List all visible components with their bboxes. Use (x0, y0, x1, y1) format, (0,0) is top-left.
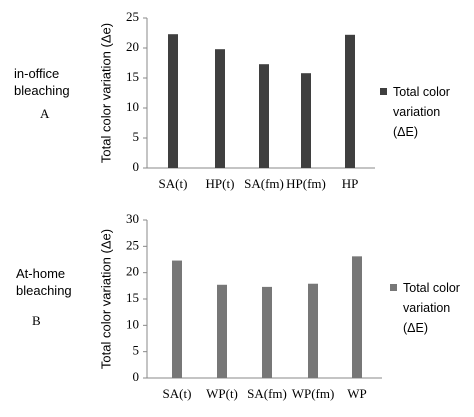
y-axis-label: Total color variation (Δe) (98, 23, 113, 163)
y-tick-label: 0 (133, 159, 140, 174)
bar (345, 34, 355, 168)
y-tick-label: 30 (126, 211, 139, 226)
y-tick-label: 25 (126, 237, 139, 252)
x-tick-label: SA(fm) (247, 386, 287, 401)
bar (352, 256, 362, 378)
y-tick-label: 5 (133, 343, 140, 358)
bar (259, 64, 269, 168)
y-tick-label: 10 (126, 99, 139, 114)
annotation: At-home bleaching (16, 266, 72, 298)
y-tick-label: 15 (126, 290, 139, 305)
x-tick-label: WP(fm) (292, 386, 335, 401)
annotation: in-office bleaching (14, 66, 70, 98)
x-tick-label: HP(t) (206, 176, 235, 191)
x-tick-label: WP(t) (206, 386, 238, 401)
x-tick-label: HP (342, 176, 359, 191)
bar (262, 286, 272, 378)
bar (217, 284, 227, 378)
x-tick-label: HP(fm) (286, 176, 326, 191)
x-tick-label: SA(fm) (244, 176, 284, 191)
legend-marker (380, 88, 387, 95)
y-tick-label: 15 (126, 69, 139, 84)
legend-marker (390, 284, 397, 291)
x-tick-label: SA(t) (159, 176, 188, 191)
x-tick-label: WP (347, 386, 367, 401)
y-tick-label: 25 (126, 9, 139, 24)
bar (168, 34, 178, 169)
bar (172, 260, 182, 378)
legend-box: Total color variation (ΔE) (393, 85, 450, 139)
bar (301, 73, 311, 168)
y-tick-label: 0 (133, 369, 140, 384)
legend-box: Total color variation (ΔE) (403, 281, 460, 335)
legend-entry: Total color variation (ΔE) (393, 85, 450, 139)
bar (215, 49, 225, 169)
y-tick-label: 20 (126, 39, 139, 54)
y-axis-label: Total color variation (Δe) (98, 229, 113, 369)
x-tick-label: SA(t) (163, 386, 192, 401)
legend-entry: Total color variation (ΔE) (403, 281, 460, 335)
bar (308, 283, 318, 378)
panel-label: A (40, 106, 50, 121)
annotation-box: in-office bleaching (14, 66, 70, 98)
y-tick-label: 20 (126, 264, 139, 279)
annotation-box: At-home bleaching (16, 266, 72, 298)
y-tick-label: 5 (133, 129, 140, 144)
y-tick-label: 10 (126, 316, 139, 331)
panel-label: B (32, 313, 41, 328)
